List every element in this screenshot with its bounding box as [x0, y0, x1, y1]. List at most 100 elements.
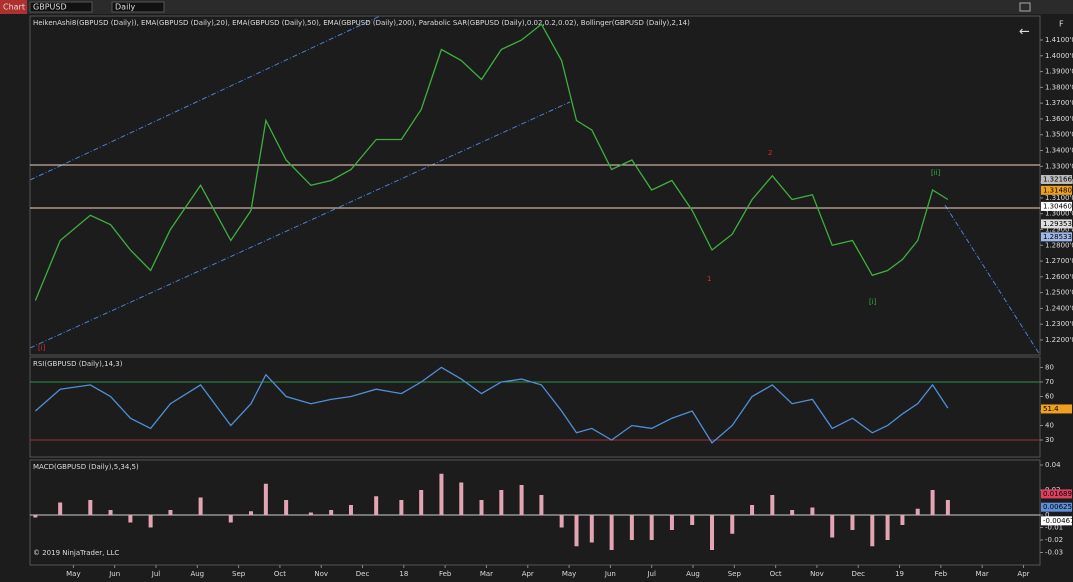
x-tick-label: Apr: [1017, 570, 1029, 578]
histogram-bar: [128, 515, 133, 523]
y-tick-label: 60: [1045, 392, 1054, 400]
price-marker-label: 1.29353: [1043, 220, 1072, 228]
y-tick-label: 1.3900'0: [1045, 68, 1073, 76]
histogram-bar: [374, 496, 379, 515]
y-tick-label: 0: [1045, 511, 1049, 519]
x-tick-label: Nov: [314, 570, 328, 578]
panel-frame: [29, 356, 1041, 458]
price-marker: [1041, 502, 1072, 512]
y-tick-label: 1.2400'0: [1045, 304, 1073, 312]
series-line: [34, 23, 949, 301]
price-marker-label: 1.32166: [1043, 175, 1072, 183]
y-tick-label: 1.3600'0: [1045, 115, 1073, 123]
price-marker-label: 51.4: [1043, 405, 1059, 413]
chart-tab-label: Chart: [3, 3, 25, 12]
histogram-bar: [649, 515, 654, 540]
y-tick-label: 1.3300'0: [1045, 162, 1073, 170]
y-tick-label: 1.3700'0: [1045, 99, 1073, 107]
x-tick-label: Apr: [522, 570, 534, 578]
x-tick-label: 18: [399, 570, 408, 578]
y-tick-label: 1.3500'0: [1045, 131, 1073, 139]
histogram-bar: [399, 500, 404, 515]
toolbar-bg: [0, 0, 1073, 14]
histogram-bar: [850, 515, 855, 530]
histogram-bar: [58, 502, 63, 515]
histogram-bar: [770, 495, 775, 515]
histogram-bar: [108, 510, 113, 515]
x-tick-label: Feb: [935, 570, 948, 578]
price-marker-label: 1.28533: [1043, 233, 1072, 241]
histogram-bar: [559, 515, 564, 528]
x-tick-label: Mar: [976, 570, 989, 578]
trend-line: [29, 101, 571, 349]
histogram-bar: [228, 515, 233, 523]
y-tick-label: 1.2500'0: [1045, 289, 1073, 297]
y-tick-label: -0.03: [1045, 549, 1063, 557]
histogram-bar: [750, 505, 755, 515]
x-tick-label: Dec: [356, 570, 370, 578]
interval-box[interactable]: [111, 1, 165, 13]
x-tick-label: 19: [895, 570, 904, 578]
histogram-bar: [945, 500, 950, 515]
histogram-bar: [930, 490, 935, 515]
wave-label: [i]: [869, 298, 877, 306]
histogram-bar: [479, 500, 484, 515]
trend-line: [944, 204, 1041, 356]
panel-frame: [29, 15, 1041, 356]
y-tick-label: 1.2200'0: [1045, 336, 1073, 344]
y-tick-label: 1.2900'0: [1045, 225, 1073, 233]
price-marker: [1041, 201, 1072, 211]
histogram-bar: [33, 515, 38, 518]
y-tick-label: 80: [1045, 363, 1054, 371]
histogram-bar: [284, 500, 289, 515]
y-tick-label: 1.3800'0: [1045, 83, 1073, 91]
histogram-bar: [519, 485, 524, 515]
panel-title: RSI(GBPUSD (Daily),14,3): [33, 360, 123, 368]
price-marker-label: 1.30460: [1043, 202, 1072, 210]
histogram-bar: [539, 495, 544, 515]
histogram-bar: [198, 497, 203, 515]
x-tick-label: Aug: [686, 570, 700, 578]
price-marker: [1041, 219, 1072, 229]
price-marker-label: -0.00467: [1043, 517, 1073, 525]
histogram-bar: [915, 508, 920, 515]
histogram-bar: [690, 515, 695, 525]
y-tick-label: 1.4100'0: [1045, 36, 1073, 44]
y-tick-label: 1.3000'0: [1045, 210, 1073, 218]
chart-tab[interactable]: [0, 0, 27, 14]
y-tick-label: 1.4000'0: [1045, 52, 1073, 60]
x-tick-label: Dec: [851, 570, 865, 578]
y-tick-label: 1.2700'0: [1045, 257, 1073, 265]
histogram-bar: [499, 490, 504, 515]
maximize-button[interactable]: [1019, 2, 1031, 12]
price-marker: [1041, 185, 1072, 195]
x-tick-label: May: [66, 570, 80, 578]
x-tick-label: Oct: [770, 570, 782, 578]
y-tick-label: 0.04: [1045, 461, 1061, 469]
y-tick-label: 70: [1045, 378, 1054, 386]
x-tick-label: Feb: [439, 570, 452, 578]
histogram-bar: [308, 512, 313, 515]
back-arrow[interactable]: ←: [1019, 25, 1030, 40]
panel-title: MACD(GBPUSD (Daily),5,34,5): [33, 463, 139, 471]
price-marker-label: 0.00625: [1043, 503, 1072, 511]
histogram-bar: [249, 511, 254, 515]
histogram-bar: [669, 515, 674, 530]
y-tick-label: -0.01: [1045, 524, 1063, 532]
instrument: GBPUSD: [33, 3, 67, 12]
x-tick-label: Nov: [810, 570, 824, 578]
toolbar: Chart GBPUSD Daily F ←: [0, 0, 1073, 40]
histogram-bar: [348, 505, 353, 515]
y-tick-label: 40: [1045, 422, 1054, 430]
x-tick-label: Sep: [728, 570, 742, 578]
y-tick-label: 1.3100'0: [1045, 194, 1073, 202]
histogram-bar: [900, 515, 905, 525]
histogram-bar: [263, 483, 268, 515]
y-tick-label: 1.2600'0: [1045, 273, 1073, 281]
instrument-box[interactable]: [29, 1, 93, 13]
price-marker-label: 1.31480: [1043, 186, 1072, 194]
histogram-bar: [439, 473, 444, 515]
price-marker: [1041, 232, 1072, 242]
histogram-bar: [589, 515, 594, 543]
